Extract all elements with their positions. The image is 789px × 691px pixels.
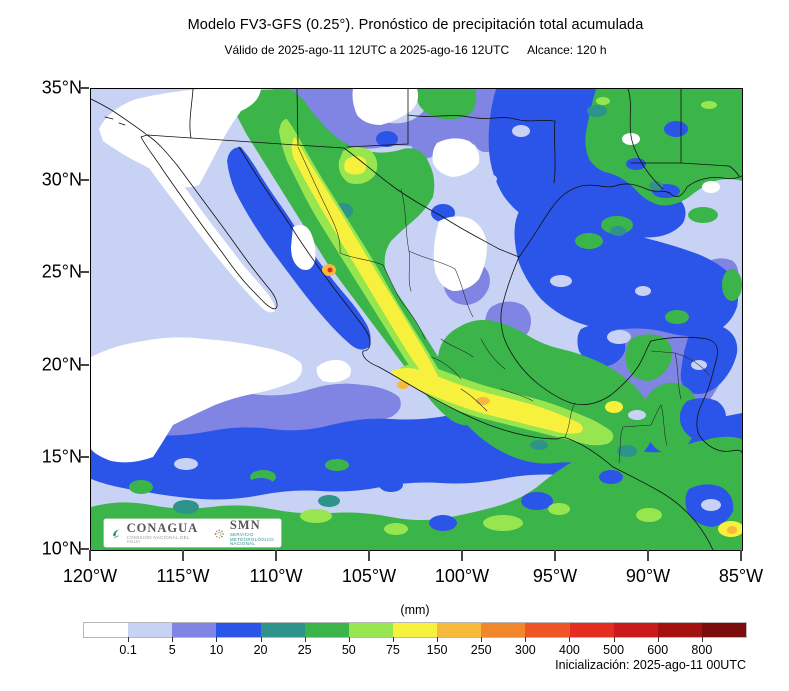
x-axis-tick [275,550,277,561]
colorbar-segment [348,623,393,637]
colorbar-tick-label: 600 [647,643,669,657]
precip-teal-layer [173,105,663,514]
colorbar-tick-label: 800 [691,643,713,657]
colorbar-tick [392,637,394,642]
colorbar-segment [216,623,261,637]
colorbar-tick [525,637,527,642]
colorbar-segment [701,623,747,637]
colorbar-tick [260,637,262,642]
y-axis-tick [79,456,89,458]
smn-logo-text: SMN SERVICIO METEOROLÓGICO NACIONAL [230,519,274,547]
colorbar-tick [569,637,571,642]
colorbar-unit-label: (mm) [400,603,430,617]
conagua-name: CONAGUA [126,520,199,535]
x-axis-tick [182,550,184,561]
y-axis-tick [79,271,89,273]
colorbar-tick-label: 400 [559,643,580,657]
x-axis-label: 95°W [532,566,578,586]
y-axis-tick [79,364,89,366]
colorbar-tick-label: 50 [341,643,356,657]
colorbar-segment [657,623,702,637]
colorbar-tick-label: 10 [209,643,224,657]
colorbar-tick [304,637,306,642]
smn-logo-icon [214,529,225,539]
colorbar-tick [172,637,174,642]
conagua-logo-text: CONAGUA COMISIÓN NACIONAL DEL AGUA [126,520,199,545]
y-axis-label: 35°N [41,77,82,98]
colorbar-segment [437,623,482,637]
colorbar-tick-label: 25 [297,643,312,657]
colorbar-tick [437,637,439,642]
precipitation-map-svg [91,89,742,550]
y-axis-tick [79,87,89,89]
smn-name: SMN [229,518,261,533]
state-boundaries-layer [297,146,710,464]
colorbar-segment [613,623,658,637]
colorbar-tick [481,637,483,642]
y-axis-label: 30°N [41,169,82,190]
x-axis-label: 115°W [156,566,210,586]
colorbar-tick [657,637,659,642]
colorbar-tick-label: 250 [470,643,492,657]
x-axis-label: 90°W [625,566,671,586]
colorbar-tick-label: 20 [253,643,268,657]
coastlines-borders-layer [91,89,742,550]
colorbar-tick-label: 150 [426,643,448,657]
colorbar-segment [304,623,349,637]
colorbar-tick-label: 0.1 [119,643,137,657]
smn-tagline: SERVICIO METEOROLÓGICO NACIONAL [229,532,274,547]
colorbar-segment [392,623,438,637]
colorbar-tick [348,637,350,642]
y-axis-label: 10°N [41,538,82,559]
colorbar-tick [216,637,218,642]
forecast-reach-text: Alcance: 120 h [527,43,607,57]
colorbar-tick [613,637,615,642]
colorbar-segment [172,623,217,637]
x-axis-label: 110°W [249,566,303,586]
colorbar-segment [569,623,614,637]
colorbar-tick-label: 500 [603,643,625,657]
precip-red-layer [327,267,333,273]
y-axis-label: 20°N [41,354,82,375]
colorbar-tick-label: 300 [514,643,536,657]
colorbar-segment [481,623,526,637]
agency-logo-box: CONAGUA COMISIÓN NACIONAL DEL AGUA SMN S… [104,519,281,547]
colorbar-tick [701,637,703,642]
valid-range-text: Válido de 2025-ago-11 12UTC a 2025-ago-1… [224,43,510,57]
initialization-text: Inicialización: 2025-ago-11 00UTC [555,658,746,672]
x-axis-tick [554,550,556,561]
y-axis-tick [79,548,89,550]
page-title: Modelo FV3-GFS (0.25°). Pronóstico de pr… [187,17,644,33]
map-plot-area: CONAGUA COMISIÓN NACIONAL DEL AGUA SMN S… [90,88,743,551]
page-subtitle: Válido de 2025-ago-11 12UTC a 2025-ago-1… [90,43,741,57]
colorbar-segment [525,623,570,637]
x-axis-label: 105°W [341,566,397,586]
x-axis-tick [647,550,649,561]
x-axis-label: 100°W [434,566,490,586]
y-axis-tick [79,179,89,181]
conagua-logo-icon [113,529,120,538]
colorbar-segment [128,623,173,637]
precip-white-layer [91,89,720,463]
x-axis-label: 120°W [62,566,118,586]
x-axis-tick [461,550,463,561]
x-axis-tick [89,550,91,561]
x-axis-tick [368,550,370,561]
colorbar [83,622,747,638]
x-axis-tick [740,550,742,561]
x-axis-label: 85°W [718,566,764,586]
colorbar-tick-label: 75 [385,643,400,657]
colorbar-segment [260,623,305,637]
y-axis-label: 25°N [41,261,82,282]
colorbar-tick-label: 5 [168,643,176,657]
colorbar-tick [128,637,130,642]
y-axis-label: 15°N [41,446,82,467]
colorbar-segment [84,623,129,637]
conagua-tagline: COMISIÓN NACIONAL DEL AGUA [126,534,190,544]
